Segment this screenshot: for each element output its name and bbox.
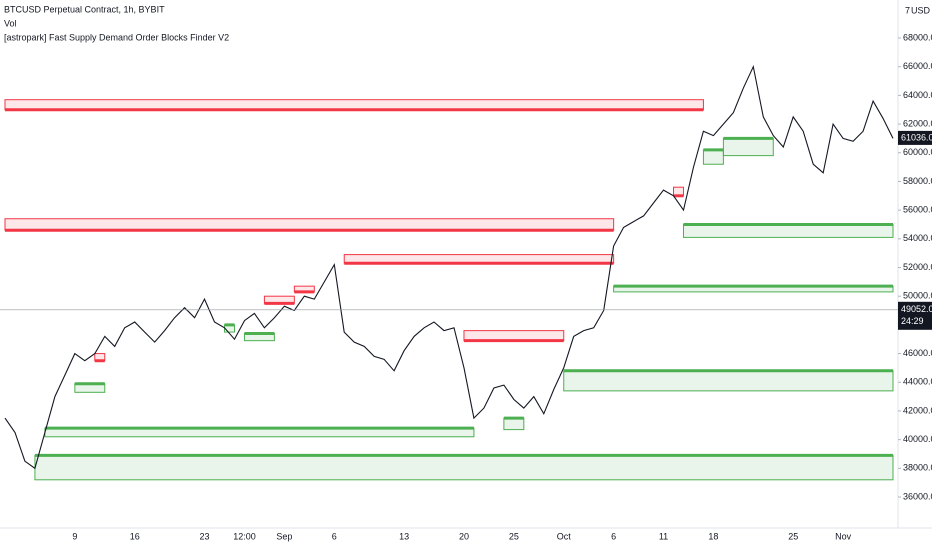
x-tick-label: 25: [509, 531, 519, 541]
x-tick-label: 6: [611, 531, 616, 541]
crosshair-price-label: 49052.0: [901, 304, 932, 314]
y-tick-label: 46000.0: [903, 348, 932, 358]
y-tick-label: 42000.0: [903, 405, 932, 415]
y-tick-label: 54000.0: [903, 233, 932, 243]
last-price-box: [898, 130, 932, 145]
order-block-zone: [503, 417, 525, 431]
order-block-zone: [34, 454, 894, 481]
corner-label: 7: [905, 5, 910, 15]
x-tick-label: 12:00: [233, 531, 256, 541]
x-tick-label: 16: [130, 531, 140, 541]
currency[interactable]: USD: [911, 5, 931, 15]
order-block-zone: [4, 99, 704, 111]
y-tick-label: 40000.0: [903, 434, 932, 444]
x-tick-label: 6: [332, 531, 337, 541]
order-block-zone: [702, 149, 724, 165]
x-tick-label: 18: [708, 531, 718, 541]
y-tick-label: 66000.0: [903, 61, 932, 71]
y-tick-label: 56000.0: [903, 205, 932, 215]
y-tick-label: 68000.0: [903, 32, 932, 42]
y-tick-label: 36000.0: [903, 491, 932, 501]
y-tick-label: 52000.0: [903, 262, 932, 272]
x-tick-label: 9: [72, 531, 77, 541]
order-block-zone: [563, 370, 894, 392]
x-tick-label: 13: [399, 531, 409, 541]
x-tick-label: Sep: [276, 531, 292, 541]
volume-label: Vol: [4, 18, 17, 28]
x-tick-label: 20: [459, 531, 469, 541]
x-tick-label: 11: [659, 531, 668, 541]
y-tick-label: 44000.0: [903, 377, 932, 387]
y-tick-label: 64000.0: [903, 90, 932, 100]
order-block-zone: [4, 218, 615, 231]
price-line: [4, 64, 894, 470]
countdown: 24:29: [901, 316, 924, 326]
x-tick-label: 25: [788, 531, 798, 541]
x-tick-label: Nov: [835, 531, 852, 541]
last-price-label: 61036.0: [901, 132, 932, 142]
y-tick-label: 60000.0: [903, 147, 932, 157]
order-block-zone: [722, 137, 774, 157]
crosshair-price-box: [898, 301, 932, 330]
indicator-label: [astropark] Fast Supply Demand Order Blo…: [4, 32, 229, 42]
chart-title: BTCUSD Perpetual Contract, 1h, BYBIT: [4, 4, 165, 14]
y-tick-label: 50000.0: [903, 291, 932, 301]
order-block-zone: [463, 330, 565, 342]
order-block-zone: [682, 223, 894, 238]
y-tick-label: 58000.0: [903, 176, 932, 186]
y-tick-label: 62000.0: [903, 118, 932, 128]
x-tick-label: Oct: [557, 531, 572, 541]
y-tick-label: 38000.0: [903, 463, 932, 473]
x-tick-label: 23: [200, 531, 210, 541]
